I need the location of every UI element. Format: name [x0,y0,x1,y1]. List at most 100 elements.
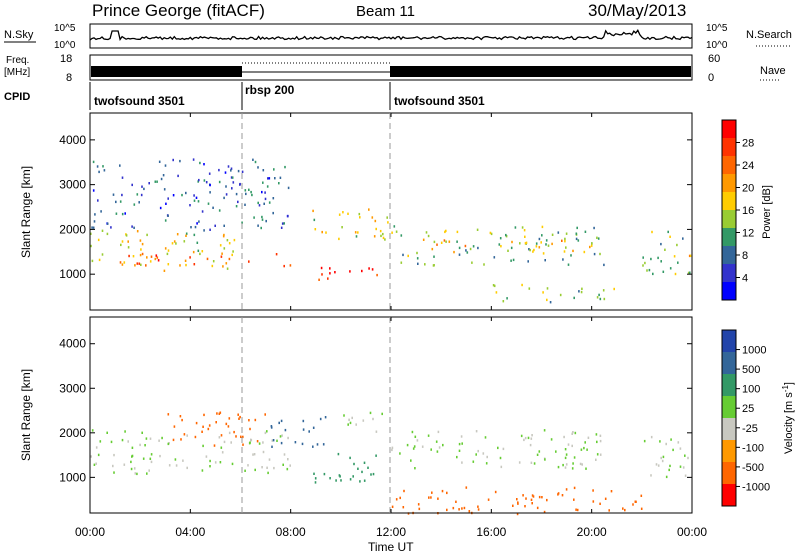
range-cell [599,502,601,505]
range-cell [343,414,345,417]
range-cell [431,247,434,251]
range-cell [318,278,320,281]
range-cell [150,453,153,456]
range-cell [399,452,401,455]
range-cell [518,461,521,464]
range-cell [668,468,670,472]
range-cell [551,233,554,236]
range-cell [642,264,644,267]
range-cell [599,252,601,256]
y-tick-label: 1000 [59,267,86,281]
range-cell [164,247,167,250]
range-cell [180,438,182,441]
range-cell [572,249,574,253]
range-cell [445,240,447,243]
range-cell [127,240,129,243]
range-cell [90,455,92,458]
range-cell [489,231,492,235]
range-cell [267,471,269,475]
range-cell [106,222,109,225]
range-cell [192,250,195,254]
range-cell [329,477,331,480]
range-cell [431,491,433,494]
range-cell [380,234,382,238]
range-cell [91,226,93,229]
range-cell [268,201,271,204]
colorbar-tick-label: 8 [742,250,748,262]
range-cell [329,272,331,275]
colorbar-tick-label: 24 [742,160,754,172]
x-tick-label: 00:00 [677,525,707,539]
range-cell [593,252,596,256]
range-cell [281,222,284,225]
range-cell [436,450,439,453]
range-cell [669,464,671,468]
range-cell [564,448,567,451]
range-cell [287,458,289,461]
range-cell [150,255,153,258]
range-cell [100,210,102,213]
range-cell [227,165,230,168]
range-cell [592,500,595,503]
range-cell [677,441,680,444]
range-cell [162,174,165,177]
range-cell [313,218,316,222]
range-cell [608,509,610,512]
velocity-colorbar-label: Velocity [m s-1] [781,382,795,454]
colorbar-swatch [722,120,736,139]
velocity-y-ticks: 1000 2000 3000 4000 [59,337,692,484]
range-cell [112,464,114,468]
colorbar-tick-label: 1000 [742,345,766,357]
range-cell [538,246,541,249]
range-cell [232,250,234,253]
range-cell [574,431,577,435]
range-cell [530,437,533,440]
range-cell [227,425,230,428]
range-cell [213,444,216,447]
colorbar-tick-label: -1000 [742,481,770,493]
range-cell [99,440,102,443]
range-cell [281,434,283,437]
colorbar-swatch [722,228,736,247]
frequency-panel: Freq. [MHz] 18 8 60 0 Nave [4,53,786,84]
range-cell [142,457,145,460]
range-cell [424,263,426,266]
range-cell [583,250,586,254]
range-cell [157,259,160,262]
range-cell [141,431,143,434]
range-cell [563,435,565,439]
range-cell [220,255,223,258]
range-cell [119,200,122,203]
range-cell [579,462,582,466]
range-cell [382,236,385,240]
range-cell [543,429,546,432]
range-cell [145,437,148,440]
range-cell [289,464,291,467]
range-cell [402,253,404,257]
range-cell [148,469,150,472]
range-cell [507,249,509,252]
range-cell [499,237,502,240]
range-cell [136,230,139,233]
range-cell [276,439,278,442]
range-cell [565,463,568,466]
range-cell [662,455,665,459]
range-cell [674,272,677,276]
range-cell [413,445,416,448]
y-tick-label: 2000 [59,426,86,440]
range-cell [264,413,266,416]
range-cell [559,293,562,297]
range-cell [287,214,289,218]
range-cell [490,232,493,236]
range-cell [517,502,519,505]
y-tick-label: 3000 [59,381,86,395]
range-cell [156,256,159,259]
range-cell [267,177,269,180]
range-cell [573,486,576,490]
range-cell [440,241,443,244]
range-cell [650,257,652,261]
range-cell [106,431,108,434]
range-cell [575,237,578,241]
range-cell [194,435,197,439]
range-cell [468,510,471,513]
